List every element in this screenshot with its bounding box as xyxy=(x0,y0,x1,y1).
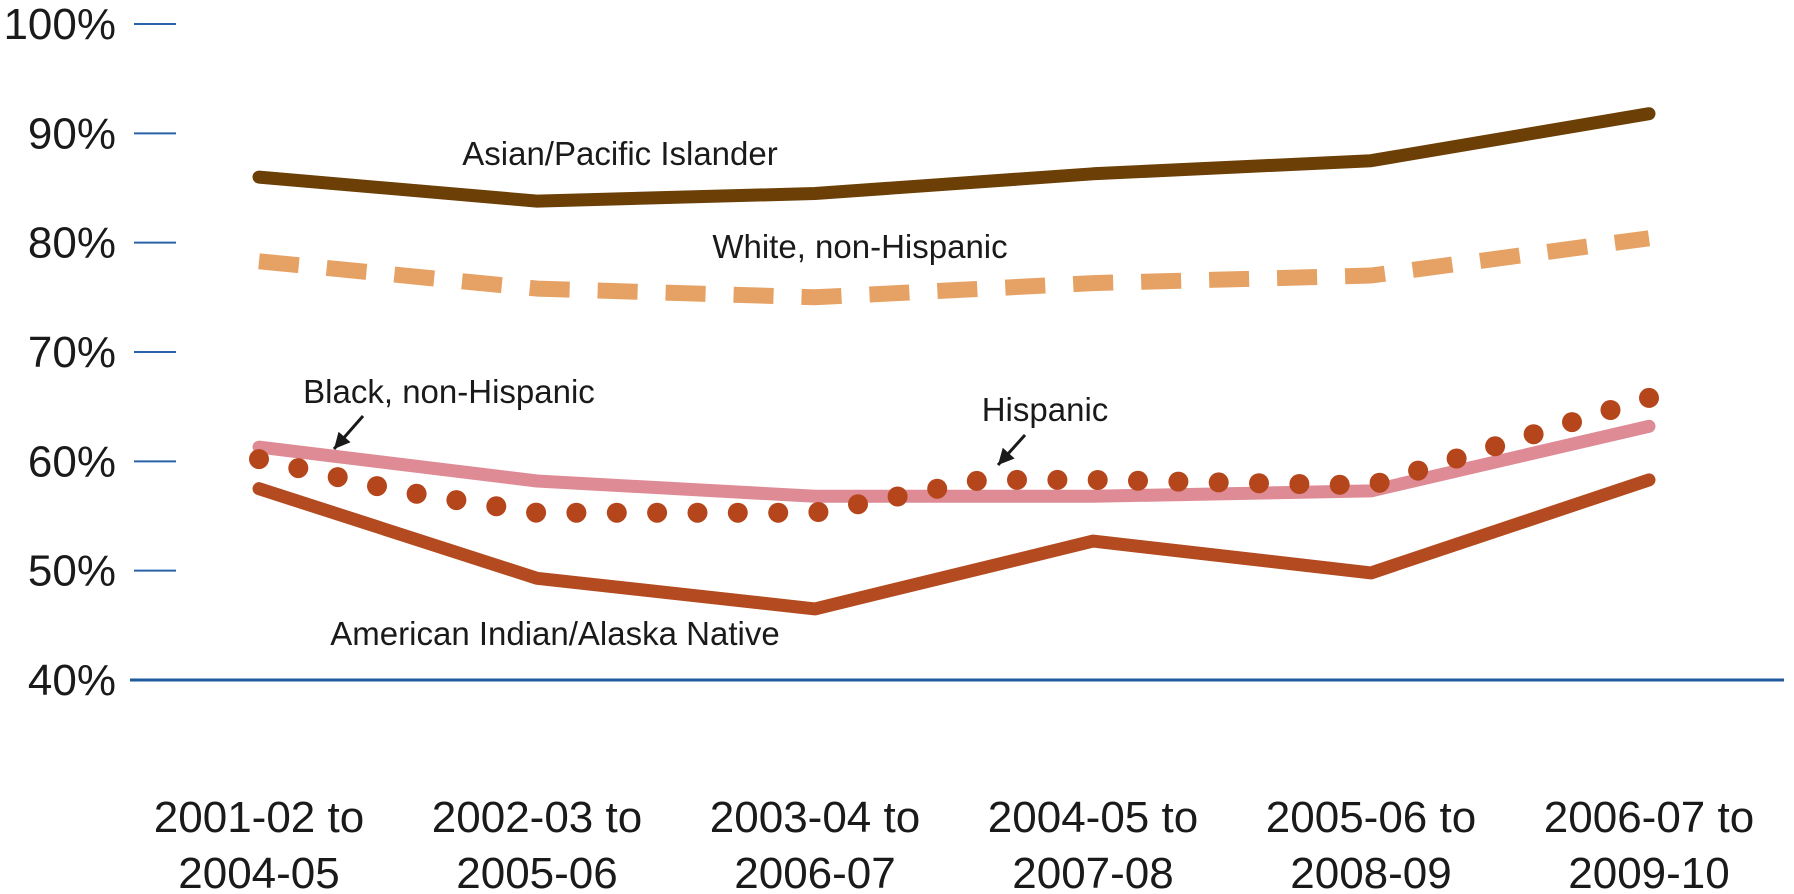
y-tick-label: 80% xyxy=(28,219,116,268)
series-dot-hispanic xyxy=(848,494,868,515)
series-label: Asian/Pacific Islander xyxy=(462,135,777,172)
series-dot-hispanic xyxy=(887,486,908,507)
series-dot-hispanic xyxy=(446,490,467,511)
series-dot-hispanic xyxy=(1485,436,1506,457)
series-dot-hispanic xyxy=(768,502,789,523)
series-dot-hispanic xyxy=(1369,472,1390,493)
series-dot-hispanic xyxy=(566,502,587,523)
x-tick-label: 2004-05 to xyxy=(988,793,1198,842)
hispanic-label-arrow xyxy=(996,433,1027,467)
series-dot-hispanic xyxy=(486,496,507,517)
x-tick-label: 2004-05 xyxy=(178,849,339,894)
series-dot-hispanic xyxy=(727,502,748,523)
series-dot-hispanic xyxy=(808,502,829,522)
series-dot-hispanic xyxy=(1249,473,1269,494)
black-label-arrow xyxy=(332,415,365,450)
series-line-asian-pacific-islander xyxy=(252,107,1656,208)
series-dot-hispanic xyxy=(606,502,627,523)
series-label: Black, non-Hispanic xyxy=(303,373,595,410)
series-label: American Indian/Alaska Native xyxy=(330,615,779,652)
x-tick-label: 2007-08 xyxy=(1012,849,1173,894)
series-dot-hispanic xyxy=(1562,412,1582,433)
series-layer xyxy=(249,107,1659,616)
y-tick-label: 70% xyxy=(28,328,116,377)
series-dot-hispanic xyxy=(1168,471,1189,492)
series-dot-hispanic xyxy=(1639,387,1659,408)
series-dot-hispanic xyxy=(1408,460,1429,481)
y-tick-label: 100% xyxy=(3,0,116,49)
x-tick-label: 2008-09 xyxy=(1290,849,1451,894)
x-tick-label: 2006-07 xyxy=(734,849,895,894)
series-dot-hispanic xyxy=(367,476,387,497)
y-tick-label: 90% xyxy=(28,109,116,158)
series-dot-hispanic xyxy=(1289,474,1310,494)
x-tick-label: 2006-07 to xyxy=(1544,793,1754,842)
series-dot-hispanic xyxy=(249,449,269,470)
series-dot-hispanic xyxy=(1446,448,1467,469)
series-dot-hispanic xyxy=(1523,424,1544,445)
series-dot-hispanic xyxy=(1329,474,1350,495)
series-dot-hispanic xyxy=(526,502,547,523)
y-axis: 40% 50% 60% 70% 80% 90% 100% xyxy=(3,0,176,705)
series-dot-hispanic xyxy=(327,467,348,488)
x-axis: 2001-02 to 2004-05 2002-03 to 2005-06 2003-0… xyxy=(130,678,1784,894)
x-tick-label: 2005-06 xyxy=(456,849,617,894)
x-tick-label: 2001-02 to xyxy=(154,793,364,842)
series-dot-hispanic xyxy=(1007,469,1027,490)
y-tick-label: 40% xyxy=(28,656,116,705)
series-dot-hispanic xyxy=(406,483,427,504)
series-dot-hispanic xyxy=(1600,400,1621,420)
series-dot-hispanic xyxy=(1047,469,1068,490)
series-label: Hispanic xyxy=(982,391,1109,428)
series-line-black-non-hispanic xyxy=(252,419,1656,503)
series-dot-hispanic xyxy=(687,502,708,523)
series-dot-hispanic xyxy=(288,458,309,479)
y-tick-label: 60% xyxy=(28,437,116,486)
series-dot-hispanic xyxy=(966,470,987,491)
series-line-american-indian-alaska-native xyxy=(252,473,1656,616)
series-line-white-non-hispanic xyxy=(258,230,1651,306)
series-dot-hispanic xyxy=(1128,470,1148,491)
series-dot-hispanic xyxy=(1087,470,1108,490)
y-tick-label: 50% xyxy=(28,547,116,596)
series-labels: Asian/Pacific Islander White, non-Hispani… xyxy=(303,135,1108,652)
x-tick-label: 2003-04 to xyxy=(710,793,920,842)
series-dot-hispanic xyxy=(647,502,668,523)
x-tick-label: 2009-10 xyxy=(1568,849,1729,894)
series-dot-hispanic xyxy=(927,478,948,499)
x-tick-label: 2005-06 to xyxy=(1266,793,1476,842)
series-dot-hispanic xyxy=(1208,472,1229,493)
series-label: White, non-Hispanic xyxy=(712,228,1007,265)
x-tick-label: 2002-03 to xyxy=(432,793,642,842)
